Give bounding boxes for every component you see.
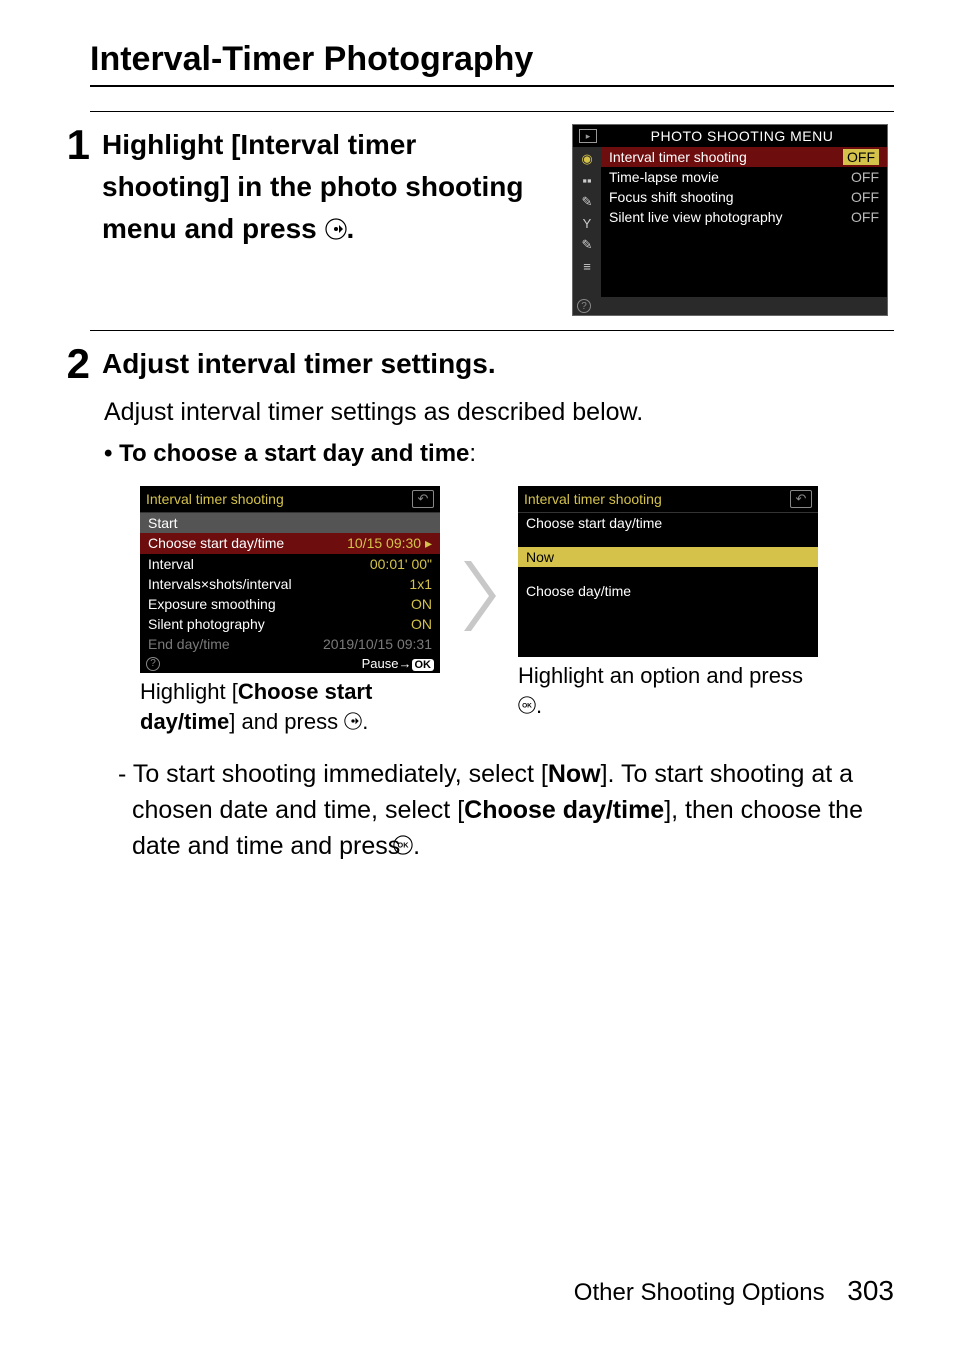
- row-value: 10/15 09:30: [347, 535, 421, 551]
- menu-row-value: OFF: [851, 209, 879, 225]
- screen-section: Start: [140, 513, 440, 533]
- row-value: ON: [411, 596, 432, 612]
- screen-row: End day/time 2019/10/15 09:31: [140, 634, 440, 654]
- caption-left: Highlight [Choose start day/time] and pr…: [140, 677, 440, 738]
- step-2: 2 Adjust interval timer settings. Adjust…: [90, 330, 894, 866]
- help-icon: ?: [577, 299, 591, 313]
- photo-shooting-menu-screenshot: ▸ PHOTO SHOOTING MENU ◉ ▪▪ ✎ Y ✎ ≡ Inter…: [572, 124, 888, 316]
- menu-row-value: OFF: [851, 169, 879, 185]
- footer-label: Other Shooting Options: [574, 1279, 825, 1306]
- ok-button-icon: OK: [518, 692, 536, 722]
- row-value: 1x1: [409, 576, 432, 592]
- screen-title: Interval timer shooting: [524, 491, 662, 507]
- step-2-title: Adjust interval timer settings.: [102, 343, 894, 385]
- menu-row-label: Interval timer shooting: [609, 149, 747, 165]
- step-1: 1 Highlight [Interval timer shooting] in…: [90, 111, 894, 316]
- page-title: Interval-Timer Photography: [90, 40, 894, 87]
- retouch-tab-icon: ✎: [577, 237, 597, 253]
- row-value: 00:01' 00": [370, 556, 432, 572]
- screen-row: Choose start day/time 10/15 09:30 ▸: [140, 533, 440, 554]
- movie-tab-icon: ▪▪: [577, 173, 597, 188]
- menu-row-value: OFF: [851, 189, 879, 205]
- menu-header: PHOTO SHOOTING MENU: [603, 128, 881, 144]
- screen-row: Now: [518, 547, 818, 567]
- screen-title: Interval timer shooting: [146, 491, 284, 507]
- row-label: Exposure smoothing: [148, 596, 276, 612]
- row-value: ON: [411, 616, 432, 632]
- row-label: Silent photography: [148, 616, 265, 632]
- mymenu-tab-icon: ≡: [577, 259, 597, 274]
- pause-hint: Pause→OK: [362, 656, 434, 671]
- arrow-right-icon: [454, 486, 504, 636]
- caption-right: Highlight an option and press OK.: [518, 661, 818, 722]
- menu-tabs: ◉ ▪▪ ✎ Y ✎ ≡: [573, 147, 601, 297]
- step-2-number: 2: [50, 343, 90, 385]
- step-2-body: Adjust interval timer settings as descri…: [104, 395, 894, 430]
- multi-selector-right-icon: [344, 708, 362, 738]
- text: .: [347, 213, 355, 244]
- row-value: 2019/10/15 09:31: [323, 636, 432, 652]
- back-icon: ↶: [412, 490, 434, 508]
- ok-badge: OK: [412, 659, 435, 671]
- menu-row: Time-lapse movie OFF: [601, 167, 887, 187]
- screen-row: Intervals×shots/interval 1x1: [140, 574, 440, 594]
- page-footer: Other Shooting Options 303: [574, 1275, 894, 1307]
- row-label: Intervals×shots/interval: [148, 576, 292, 592]
- step-1-title: Highlight [Interval timer shooting] in t…: [102, 124, 542, 252]
- menu-row: Silent live view photography OFF: [601, 207, 887, 227]
- svg-text:OK: OK: [398, 841, 410, 850]
- step-1-number: 1: [50, 124, 90, 166]
- menu-row: Focus shift shooting OFF: [601, 187, 887, 207]
- camera-tab-icon: ◉: [577, 151, 597, 167]
- multi-selector-right-icon: [325, 210, 347, 252]
- y-tab-icon: Y: [577, 216, 597, 231]
- page-number: 303: [847, 1275, 894, 1306]
- screen-subtitle: Choose start day/time: [518, 513, 818, 533]
- row-label: Choose day/time: [526, 583, 631, 599]
- menu-row-label: Time-lapse movie: [609, 169, 719, 185]
- menu-row-value: OFF: [843, 149, 879, 165]
- row-label: Now: [526, 549, 554, 565]
- screen-row: Silent photography ON: [140, 614, 440, 634]
- playback-icon: ▸: [579, 129, 597, 143]
- step-2-paragraph: - To start shooting immediately, select …: [118, 756, 894, 866]
- text: Highlight [: [102, 129, 240, 160]
- menu-row-label: Silent live view photography: [609, 209, 783, 225]
- chevron-right-icon: ▸: [425, 535, 432, 551]
- svg-text:OK: OK: [522, 702, 532, 709]
- menu-row-label: Focus shift shooting: [609, 189, 734, 205]
- row-label: Choose start day/time: [148, 535, 284, 552]
- row-label: End day/time: [148, 636, 230, 652]
- pencil-tab-icon: ✎: [577, 194, 597, 210]
- screen-row: Interval 00:01' 00": [140, 554, 440, 574]
- text-bold: To choose a start day and time: [119, 440, 469, 467]
- step-2-subtitle: • To choose a start day and time:: [104, 440, 894, 468]
- screen-row: Exposure smoothing ON: [140, 594, 440, 614]
- back-icon: ↶: [790, 490, 812, 508]
- screen-row: Choose day/time: [518, 581, 818, 601]
- help-icon: ?: [146, 657, 160, 671]
- menu-row: Interval timer shooting OFF: [601, 147, 887, 167]
- row-label: Interval: [148, 556, 194, 572]
- choose-start-day-time-screenshot: Interval timer shooting ↶ Choose start d…: [518, 486, 818, 657]
- menu-list: Interval timer shooting OFF Time-lapse m…: [601, 147, 887, 297]
- interval-timer-settings-screenshot: Interval timer shooting ↶ Start Choose s…: [140, 486, 440, 673]
